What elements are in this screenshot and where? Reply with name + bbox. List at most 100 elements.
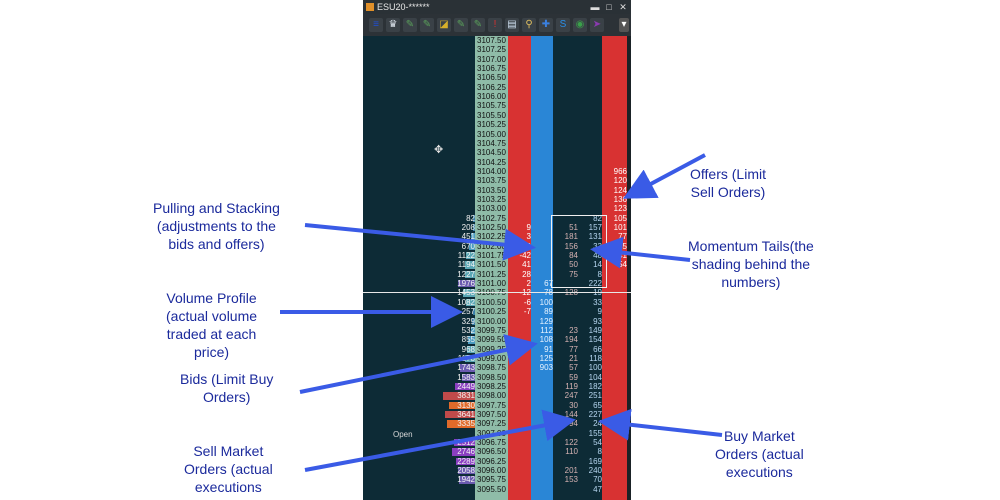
bid-cell[interactable]: 108 xyxy=(539,335,553,345)
price-cell: 3103.00 xyxy=(477,204,506,214)
document-button[interactable]: ▤ xyxy=(505,18,519,32)
vol-cell: 3335 xyxy=(457,419,475,429)
ask-cell[interactable]: 28 xyxy=(522,269,531,279)
note-icon: ✎ xyxy=(405,19,415,30)
buy-cell: 169 xyxy=(588,456,602,466)
buy-cell: 66 xyxy=(593,344,602,354)
note-2-button[interactable]: ✎ xyxy=(420,18,434,32)
ladder-row: 3106.50 xyxy=(363,73,631,82)
bid-cell[interactable]: 100 xyxy=(539,297,553,307)
offer-cell[interactable]: 105 xyxy=(613,213,627,223)
globe-button[interactable]: ◉ xyxy=(573,18,587,32)
offer-cell[interactable]: 123 xyxy=(613,204,627,214)
close-button[interactable]: ✕ xyxy=(619,2,627,12)
sell-cell: 23 xyxy=(569,325,578,335)
bid-column[interactable] xyxy=(531,36,553,500)
ladder-row: 3107.25 xyxy=(363,45,631,54)
price-cell: 3096.75 xyxy=(477,438,506,448)
buy-cell: 251 xyxy=(588,391,602,401)
offer-cell[interactable]: 124 xyxy=(613,185,627,195)
document-icon: ▤ xyxy=(507,19,517,30)
volume-profile-bar xyxy=(460,364,475,372)
ask-cell[interactable]: 41 xyxy=(522,260,531,270)
note-4-button[interactable]: ✎ xyxy=(471,18,485,32)
wrench-button[interactable]: ✚ xyxy=(539,18,553,32)
price-cell: 3098.75 xyxy=(477,363,506,373)
sell-cell: 77 xyxy=(569,344,578,354)
note-icon-4: ✎ xyxy=(473,19,483,30)
vol-cell: 3130 xyxy=(457,400,475,410)
bid-cell[interactable]: 903 xyxy=(539,363,553,373)
bid-cell[interactable]: 89 xyxy=(544,307,553,317)
sell-cell: 50 xyxy=(569,260,578,270)
ask-column[interactable] xyxy=(508,36,531,500)
vol-cell: 1942 xyxy=(457,475,475,485)
ladder-row: 2449 3098.25 119 182 xyxy=(363,382,631,391)
ladder-row: 532 3099.75 112 23 149 xyxy=(363,326,631,335)
note-3-button[interactable]: ✎ xyxy=(454,18,468,32)
bid-cell[interactable]: 125 xyxy=(539,353,553,363)
ladder-row: 3104.75 xyxy=(363,139,631,148)
volume-profile-bar xyxy=(443,392,475,400)
ladder-row: 1583 3098.50 59 104 xyxy=(363,373,631,382)
price-cell: 3098.00 xyxy=(477,391,506,401)
price-cell: 3101.75 xyxy=(477,251,506,261)
minimize-button[interactable]: ▬ xyxy=(590,2,600,12)
price-cell: 3097.75 xyxy=(477,400,506,410)
offer-cell[interactable]: 136 xyxy=(613,194,627,204)
bids-arrow xyxy=(299,334,538,394)
settings-button[interactable]: ≡ xyxy=(369,18,383,32)
buy-cell: 47 xyxy=(593,484,602,494)
price-cell: 3103.75 xyxy=(477,176,506,186)
buy-cell: 82 xyxy=(593,213,602,223)
ladder-row: 329 3100.00 129 93 xyxy=(363,317,631,326)
bid-cell[interactable]: 112 xyxy=(540,325,553,335)
eraser-button[interactable]: ◪ xyxy=(437,18,451,32)
ask-cell[interactable]: -6 xyxy=(523,297,531,307)
price-cell: 3106.00 xyxy=(477,92,506,102)
ask-cell[interactable]: -7 xyxy=(523,307,531,317)
offer-cell[interactable]: 120 xyxy=(613,176,627,186)
arrow-button[interactable]: ➤ xyxy=(590,18,604,32)
buy-cell: 118 xyxy=(589,353,602,363)
bid-cell[interactable]: 91 xyxy=(544,344,553,354)
price-cell: 3107.25 xyxy=(477,45,506,55)
vol-cell: 1583 xyxy=(457,372,475,382)
volume-profile-bar xyxy=(462,289,475,297)
buy-cell: 8 xyxy=(597,269,602,279)
volume-profile-bar xyxy=(461,373,475,381)
bid-cell[interactable]: 67 xyxy=(544,279,553,289)
dollar-button[interactable]: S xyxy=(556,18,570,32)
ladder-row: 3106.25 xyxy=(363,83,631,92)
note-button[interactable]: ✎ xyxy=(403,18,417,32)
vol-cell: 257 xyxy=(461,307,475,317)
alert-button[interactable]: ! xyxy=(488,18,502,32)
arrow-icon: ➤ xyxy=(592,19,602,30)
bid-cell[interactable]: 129 xyxy=(539,316,553,326)
toolbar-dropdown-button[interactable]: ▾ xyxy=(619,18,629,32)
ask-cell[interactable]: 2 xyxy=(526,279,531,289)
scrollbar[interactable] xyxy=(627,36,631,500)
ladder-row: 3103.50 124 xyxy=(363,186,631,195)
vol-cell: 1194 xyxy=(457,260,475,270)
offer-cell[interactable]: 101 xyxy=(613,223,627,232)
price-cell: 3102.75 xyxy=(477,213,506,223)
toolbar: ≡ ♛ ✎ ✎ ◪ ✎ ✎! ▤ ⚲ ✚ S ◉ ➤ ▾ xyxy=(363,14,631,36)
sell-cell: 75 xyxy=(569,269,578,279)
ladder-row: 257 3100.25 -7 89 9 xyxy=(363,307,631,316)
vol-cell: 329 xyxy=(461,316,475,326)
globe-icon: ◉ xyxy=(575,19,585,30)
price-cell: 3100.50 xyxy=(477,297,506,307)
volume-profile-label: Volume Profile (actual volume traded at ea… xyxy=(166,290,258,360)
volume-profile-bar xyxy=(467,336,475,344)
price-cell: 3106.50 xyxy=(477,73,506,83)
tooth-button[interactable]: ♛ xyxy=(386,18,400,32)
price-cell: 3101.00 xyxy=(477,279,506,289)
maximize-button[interactable]: □ xyxy=(606,2,612,12)
ladder-row: 968 3099.25 91 77 66 xyxy=(363,345,631,354)
offer-cell[interactable]: 966 xyxy=(613,166,627,176)
ask-cell[interactable]: 9 xyxy=(526,223,531,232)
ladder-row: 2746 3096.50 110 8 xyxy=(363,447,631,456)
link-button[interactable]: ⚲ xyxy=(522,18,536,32)
